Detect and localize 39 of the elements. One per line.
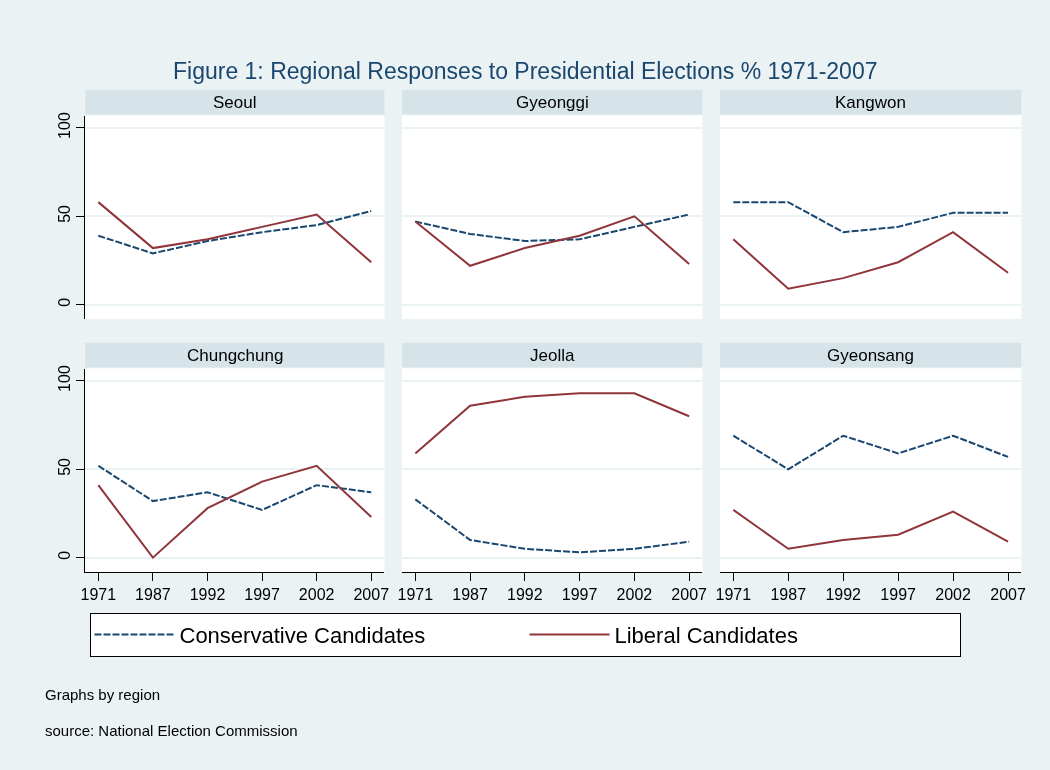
x-tick-label: 1997: [880, 585, 917, 603]
chart-title: Chungchung: [187, 346, 284, 365]
x-tick-label: 2007: [671, 585, 708, 603]
y-tick-label: 100: [55, 365, 73, 392]
x-tick-label: 2007: [990, 585, 1026, 603]
x-tick-label: 1971: [715, 585, 752, 603]
legend-label: Conservative Candidates: [179, 623, 426, 648]
x-tick-label: 1997: [561, 585, 598, 603]
source-note: source: National Election Commission: [45, 722, 298, 739]
chart-title: Kangwon: [835, 93, 906, 112]
x-tick-label: 1992: [825, 585, 862, 603]
y-tick-label: 100: [55, 112, 73, 139]
x-tick-label: 1987: [452, 585, 488, 603]
text: Graphs by region: [45, 686, 161, 703]
line-series: [97, 464, 373, 511]
chart-title: Gyeonggi: [516, 93, 589, 112]
y-tick-label: 0: [55, 297, 73, 307]
chart-title: Gyeonsang: [827, 346, 914, 365]
x-tick-label: 2002: [935, 585, 971, 603]
y-tick-label: 50: [55, 457, 73, 476]
x-tick-label: 2002: [298, 585, 335, 603]
x-tick-label: 1987: [135, 585, 171, 603]
x-tick-label: 1992: [189, 585, 226, 603]
x-tick-label: 1987: [770, 585, 807, 603]
x-tick-label: 1997: [244, 585, 280, 603]
y-tick-label: 0: [55, 550, 73, 560]
line-series: [97, 209, 373, 255]
x-tick-label: 1971: [80, 585, 117, 603]
y-tick-label: 50: [55, 204, 73, 223]
x-tick-label: 1971: [397, 585, 434, 603]
chart-title: Jeolla: [530, 346, 575, 365]
legend-label: Liberal Candidates: [614, 623, 798, 648]
x-tick-label: 2002: [616, 585, 653, 603]
line-series: [97, 464, 373, 559]
chart-title: Seoul: [213, 93, 257, 112]
line-series: [97, 201, 373, 264]
x-tick-label: 1992: [507, 585, 543, 603]
x-tick-label: 2007: [353, 585, 390, 603]
caption: Figure 1: Regional Responses to Presidential Elections % 1971-2007: [173, 58, 878, 84]
